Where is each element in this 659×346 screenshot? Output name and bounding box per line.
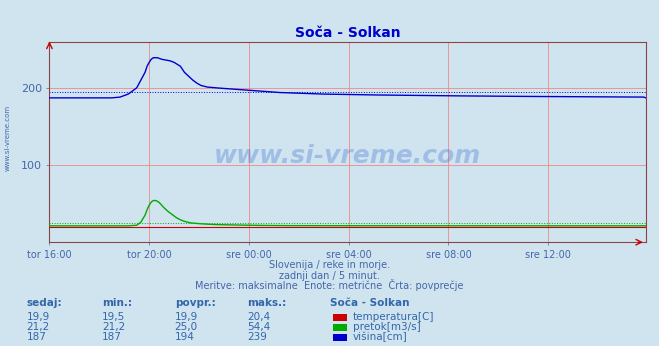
Text: 19,5: 19,5 <box>102 312 125 322</box>
Text: zadnji dan / 5 minut.: zadnji dan / 5 minut. <box>279 271 380 281</box>
Text: Slovenija / reke in morje.: Slovenija / reke in morje. <box>269 260 390 270</box>
Text: min.:: min.: <box>102 298 132 308</box>
Text: 19,9: 19,9 <box>26 312 49 322</box>
Text: www.si-vreme.com: www.si-vreme.com <box>5 105 11 172</box>
Text: www.si-vreme.com: www.si-vreme.com <box>214 144 481 168</box>
Text: 19,9: 19,9 <box>175 312 198 322</box>
Text: 187: 187 <box>26 332 46 342</box>
Text: temperatura[C]: temperatura[C] <box>353 312 434 322</box>
Text: 54,4: 54,4 <box>247 322 270 332</box>
Text: 21,2: 21,2 <box>102 322 125 332</box>
Text: pretok[m3/s]: pretok[m3/s] <box>353 322 420 332</box>
Text: Meritve: maksimalne  Enote: metrične  Črta: povprečje: Meritve: maksimalne Enote: metrične Črta… <box>195 279 464 291</box>
Text: sedaj:: sedaj: <box>26 298 62 308</box>
Text: višina[cm]: višina[cm] <box>353 331 407 342</box>
Text: 187: 187 <box>102 332 122 342</box>
Text: povpr.:: povpr.: <box>175 298 215 308</box>
Text: 21,2: 21,2 <box>26 322 49 332</box>
Text: 239: 239 <box>247 332 267 342</box>
Title: Soča - Solkan: Soča - Solkan <box>295 26 401 40</box>
Text: 25,0: 25,0 <box>175 322 198 332</box>
Text: Soča - Solkan: Soča - Solkan <box>330 298 409 308</box>
Text: maks.:: maks.: <box>247 298 287 308</box>
Text: 20,4: 20,4 <box>247 312 270 322</box>
Text: 194: 194 <box>175 332 194 342</box>
